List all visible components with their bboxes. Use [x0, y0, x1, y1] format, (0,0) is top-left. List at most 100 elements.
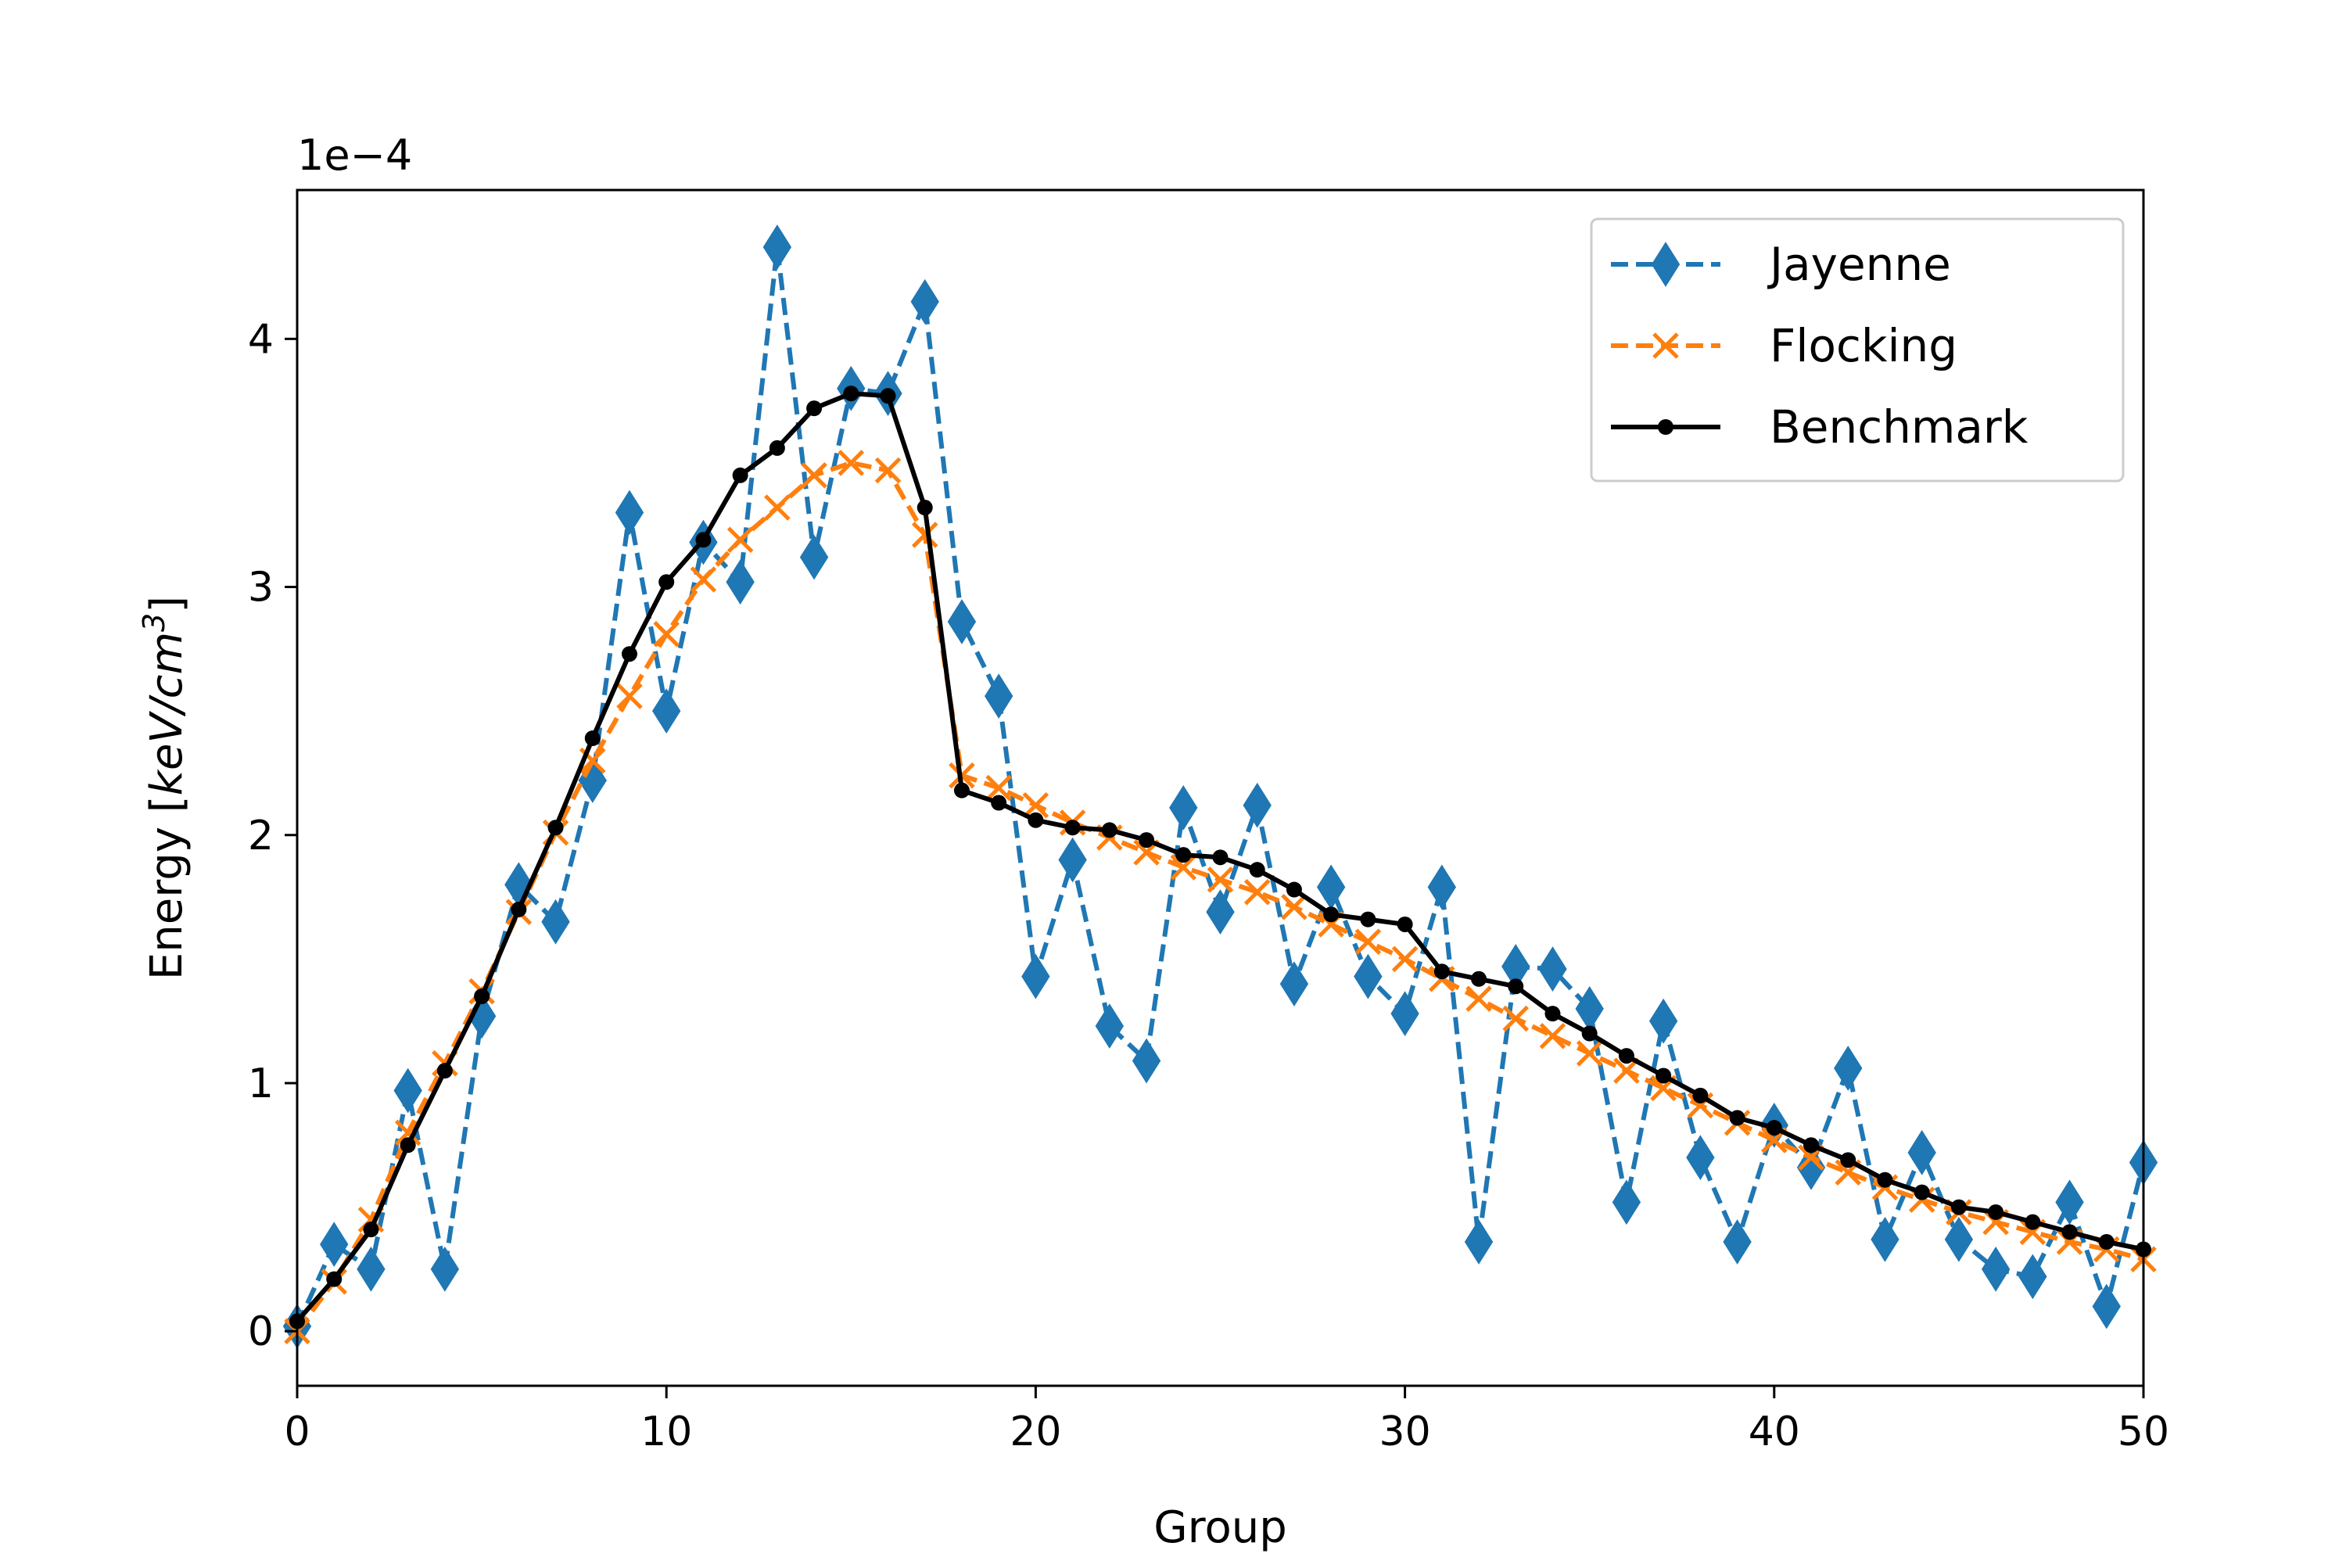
data-point-flocking	[985, 774, 1012, 802]
data-point-flocking	[1354, 928, 1382, 955]
data-point-jayenne	[1575, 985, 1604, 1032]
x-tick-label: 40	[1749, 1408, 1800, 1455]
x-axis-label: Group	[1153, 1502, 1287, 1553]
data-point-benchmark	[1397, 916, 1413, 932]
legend: Jayenne Flocking Benchmark	[1590, 217, 2125, 483]
data-point-jayenne	[2055, 1179, 2084, 1225]
data-point-flocking	[1207, 867, 1234, 893]
data-point-benchmark	[1950, 1199, 1967, 1215]
data-point-benchmark	[1692, 1087, 1709, 1103]
data-point-jayenne	[1981, 1247, 2011, 1292]
data-point-jayenne	[615, 490, 644, 536]
y-tick-label: 2	[248, 813, 274, 859]
data-point-benchmark	[584, 730, 601, 747]
data-point-jayenne	[1871, 1216, 1899, 1262]
legend-marker-benchmark	[1658, 419, 1673, 435]
data-point-jayenne	[1538, 946, 1567, 992]
data-point-jayenne	[1132, 1038, 1161, 1084]
legend-marker-jayenne	[1651, 242, 1681, 287]
data-point-jayenne	[726, 559, 755, 605]
y-tick-label: 3	[248, 565, 274, 612]
data-point-benchmark	[1655, 1067, 1672, 1084]
data-point-jayenne	[357, 1247, 386, 1292]
data-point-flocking	[1243, 878, 1271, 906]
data-point-benchmark	[695, 532, 712, 548]
data-point-jayenne	[2092, 1283, 2121, 1329]
y-axis-label-unit: keV/cm	[142, 632, 192, 795]
data-point-flocking	[801, 462, 827, 489]
data-point-jayenne	[947, 599, 977, 644]
data-point-benchmark	[1360, 911, 1376, 928]
data-point-benchmark	[917, 500, 933, 516]
data-point-jayenne	[1612, 1179, 1641, 1225]
y-axis-label-suffix: ]	[142, 596, 192, 613]
data-point-benchmark	[1544, 1006, 1561, 1022]
data-point-jayenne	[1354, 953, 1383, 999]
x-axis: 0 10 20 30 40 50	[284, 1386, 2169, 1455]
data-point-benchmark	[769, 440, 785, 456]
data-point-jayenne	[799, 534, 829, 580]
data-point-jayenne	[2018, 1254, 2047, 1300]
data-point-benchmark	[1028, 812, 1044, 828]
data-point-flocking	[1465, 985, 1492, 1012]
data-point-benchmark	[400, 1137, 416, 1154]
data-point-benchmark	[436, 1063, 453, 1079]
data-point-benchmark	[991, 795, 1007, 811]
data-point-benchmark	[621, 646, 637, 662]
data-point-benchmark	[1877, 1172, 1893, 1188]
data-point-benchmark	[1286, 881, 1302, 898]
data-point-jayenne	[1464, 1219, 1494, 1265]
data-point-benchmark	[2098, 1234, 2115, 1250]
data-point-benchmark	[1323, 906, 1340, 923]
data-point-flocking	[838, 450, 865, 476]
data-point-flocking	[1539, 1022, 1566, 1050]
data-point-benchmark	[1766, 1120, 1782, 1136]
data-point-benchmark	[1433, 963, 1450, 980]
data-point-jayenne	[1427, 864, 1457, 910]
data-point-jayenne	[910, 278, 939, 325]
data-point-benchmark	[658, 574, 675, 590]
data-point-flocking	[616, 683, 643, 709]
data-point-jayenne	[1834, 1046, 1863, 1091]
data-point-benchmark	[1064, 820, 1081, 836]
x-tick-label: 20	[1010, 1408, 1061, 1455]
legend-entry-benchmark: Benchmark	[1611, 400, 2029, 454]
data-point-benchmark	[1212, 849, 1229, 866]
data-point-jayenne	[1316, 864, 1346, 910]
data-point-benchmark	[953, 782, 970, 798]
data-point-jayenne	[762, 224, 792, 270]
data-point-jayenne	[393, 1067, 422, 1114]
data-point-jayenne	[1723, 1219, 1752, 1265]
data-point-benchmark	[1840, 1152, 1856, 1168]
data-point-flocking	[1170, 854, 1197, 881]
legend-marker-flocking	[1652, 332, 1679, 359]
data-point-jayenne	[1206, 889, 1235, 935]
x-tick-label: 50	[2118, 1408, 2169, 1455]
data-point-benchmark	[1175, 847, 1192, 863]
data-point-flocking	[874, 457, 902, 484]
data-point-benchmark	[547, 820, 564, 836]
x-tick-label: 30	[1379, 1408, 1431, 1455]
y-axis: 0 1 2 3 4	[248, 316, 297, 1355]
y-axis-label: Energy [keV/cm3]	[137, 596, 192, 980]
legend-label-benchmark: Benchmark	[1770, 400, 2029, 454]
data-point-benchmark	[843, 386, 859, 402]
data-point-benchmark	[880, 388, 896, 404]
data-point-benchmark	[326, 1271, 343, 1287]
series-layer	[282, 224, 2158, 1349]
data-point-benchmark	[1101, 822, 1117, 838]
data-point-benchmark	[1139, 832, 1155, 849]
data-point-jayenne	[652, 688, 681, 734]
y-tick-label: 1	[248, 1060, 274, 1107]
data-point-benchmark	[2061, 1224, 2078, 1240]
data-point-flocking	[1576, 1040, 1603, 1067]
data-point-jayenne	[1279, 961, 1309, 1006]
data-point-flocking	[653, 621, 680, 648]
y-axis-label-prefix: Energy [	[142, 795, 192, 980]
data-point-flocking	[1502, 1005, 1530, 1032]
data-point-benchmark	[1803, 1137, 1820, 1154]
data-point-benchmark	[1581, 1025, 1598, 1042]
data-point-jayenne	[1243, 782, 1272, 828]
